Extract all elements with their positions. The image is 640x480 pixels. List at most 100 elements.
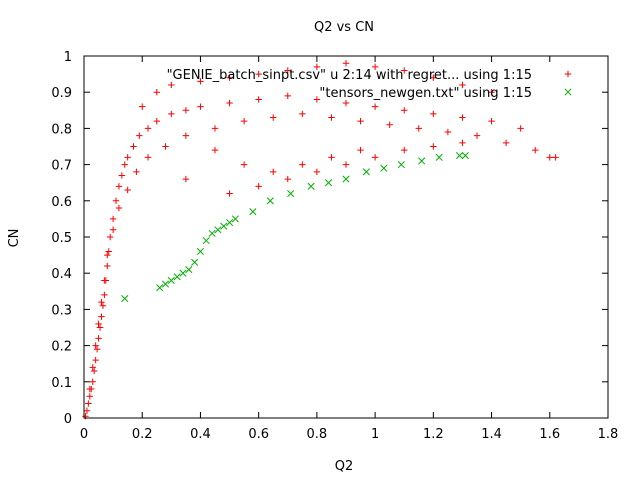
- point-series-1: [461, 151, 469, 160]
- point-series-0: [342, 60, 350, 67]
- point-series-0: [95, 335, 102, 342]
- point-series-0: [211, 146, 219, 154]
- point-series-0: [270, 114, 277, 121]
- point-series-0: [130, 143, 137, 150]
- point-series-0: [240, 161, 248, 168]
- point-series-0: [459, 81, 466, 89]
- data-points: [82, 60, 559, 420]
- point-series-0: [115, 204, 123, 212]
- point-series-0: [488, 117, 495, 125]
- tick-marks: [83, 55, 609, 419]
- point-series-0: [211, 125, 219, 132]
- point-series-0: [357, 146, 364, 154]
- point-series-0: [115, 183, 123, 190]
- point-series-1: [214, 226, 222, 234]
- point-series-0: [124, 154, 131, 161]
- point-series-0: [299, 161, 306, 168]
- y-tick-label: 0.1: [51, 376, 72, 391]
- point-series-0: [104, 251, 111, 259]
- point-series-0: [98, 313, 105, 320]
- point-series-0: [328, 154, 335, 161]
- point-series-0: [182, 132, 190, 139]
- point-series-0: [118, 172, 126, 179]
- x-tick-label: 0: [80, 427, 88, 442]
- point-series-1: [435, 153, 443, 161]
- legend-marker-1: [564, 88, 572, 96]
- point-series-1: [362, 168, 370, 176]
- point-series-0: [357, 117, 364, 125]
- point-series-0: [386, 121, 393, 128]
- point-series-0: [255, 96, 262, 103]
- x-tick-label: 1.4: [481, 427, 502, 442]
- point-series-0: [415, 125, 422, 132]
- point-series-0: [162, 143, 169, 150]
- point-series-0: [89, 378, 96, 385]
- point-series-0: [104, 262, 111, 270]
- point-series-0: [459, 139, 466, 147]
- point-series-0: [284, 92, 291, 100]
- point-series-0: [342, 161, 350, 168]
- point-series-0: [92, 356, 99, 364]
- point-series-0: [92, 342, 99, 349]
- point-series-0: [89, 364, 96, 371]
- point-series-1: [121, 294, 129, 303]
- point-series-0: [401, 146, 408, 154]
- point-series-1: [179, 269, 187, 277]
- point-series-0: [182, 175, 190, 183]
- point-series-0: [153, 117, 160, 125]
- y-tick-label: 0.5: [51, 231, 72, 246]
- point-series-0: [133, 168, 140, 176]
- point-series-0: [197, 78, 204, 85]
- point-series-0: [98, 298, 105, 306]
- chart-title: Q2 vs CN: [314, 20, 374, 35]
- point-series-0: [284, 67, 291, 74]
- point-series-0: [444, 128, 452, 136]
- x-tick-label: 0.6: [248, 427, 269, 442]
- point-series-1: [380, 164, 388, 172]
- point-series-0: [270, 168, 277, 176]
- x-tick-label: 1.6: [539, 427, 560, 442]
- y-tick-label: 0.7: [51, 159, 72, 174]
- point-series-0: [401, 67, 408, 74]
- point-series-1: [167, 276, 175, 284]
- point-series-1: [196, 247, 204, 256]
- point-series-0: [144, 154, 152, 161]
- point-series-0: [313, 168, 321, 176]
- x-tick-label: 0.4: [190, 427, 211, 442]
- point-series-0: [473, 132, 481, 139]
- point-series-0: [168, 81, 175, 89]
- point-series-0: [99, 302, 107, 309]
- point-series-1: [202, 237, 210, 245]
- point-series-0: [313, 96, 321, 103]
- point-series-0: [255, 183, 262, 190]
- point-series-0: [240, 117, 248, 125]
- tick-labels: 0 0.2 0.4 0.6 0.8 1 1.2 1.4 1.6 1.8 0 0.1 0.2 0.3 0.4 0…: [51, 50, 618, 442]
- point-series-1: [156, 284, 164, 292]
- point-series-0: [299, 110, 306, 118]
- point-series-0: [371, 63, 379, 71]
- point-series-1: [418, 157, 426, 165]
- point-series-0: [284, 175, 291, 183]
- point-series-0: [517, 125, 524, 132]
- point-series-0: [552, 154, 559, 161]
- point-series-0: [182, 107, 190, 114]
- point-series-0: [371, 154, 379, 161]
- point-series-1: [220, 222, 228, 230]
- point-series-0: [255, 70, 262, 78]
- point-series-1: [342, 175, 350, 183]
- y-tick-label: 0.6: [51, 195, 72, 210]
- point-series-0: [86, 393, 94, 400]
- point-series-0: [226, 190, 233, 197]
- point-series-1: [185, 266, 193, 274]
- point-series-0: [109, 226, 117, 233]
- point-series-0: [430, 74, 437, 81]
- x-tick-label: 0.2: [132, 427, 153, 442]
- point-series-0: [107, 233, 114, 241]
- point-series-1: [226, 218, 234, 227]
- point-series-0: [93, 346, 101, 353]
- point-series-1: [397, 161, 405, 169]
- point-series-1: [266, 197, 274, 205]
- y-tick-label: 0.4: [51, 267, 72, 282]
- point-series-0: [86, 385, 94, 393]
- point-series-0: [144, 125, 152, 132]
